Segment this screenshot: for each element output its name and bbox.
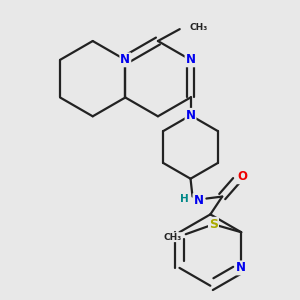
Text: CH₃: CH₃ [190, 22, 208, 32]
Text: O: O [237, 170, 247, 183]
Text: N: N [185, 53, 196, 66]
Text: S: S [209, 218, 218, 231]
Text: N: N [236, 261, 246, 274]
Text: N: N [194, 194, 203, 207]
Text: N: N [120, 53, 130, 66]
Text: N: N [185, 109, 196, 122]
Text: H: H [180, 194, 189, 203]
Text: CH₃: CH₃ [164, 233, 182, 242]
